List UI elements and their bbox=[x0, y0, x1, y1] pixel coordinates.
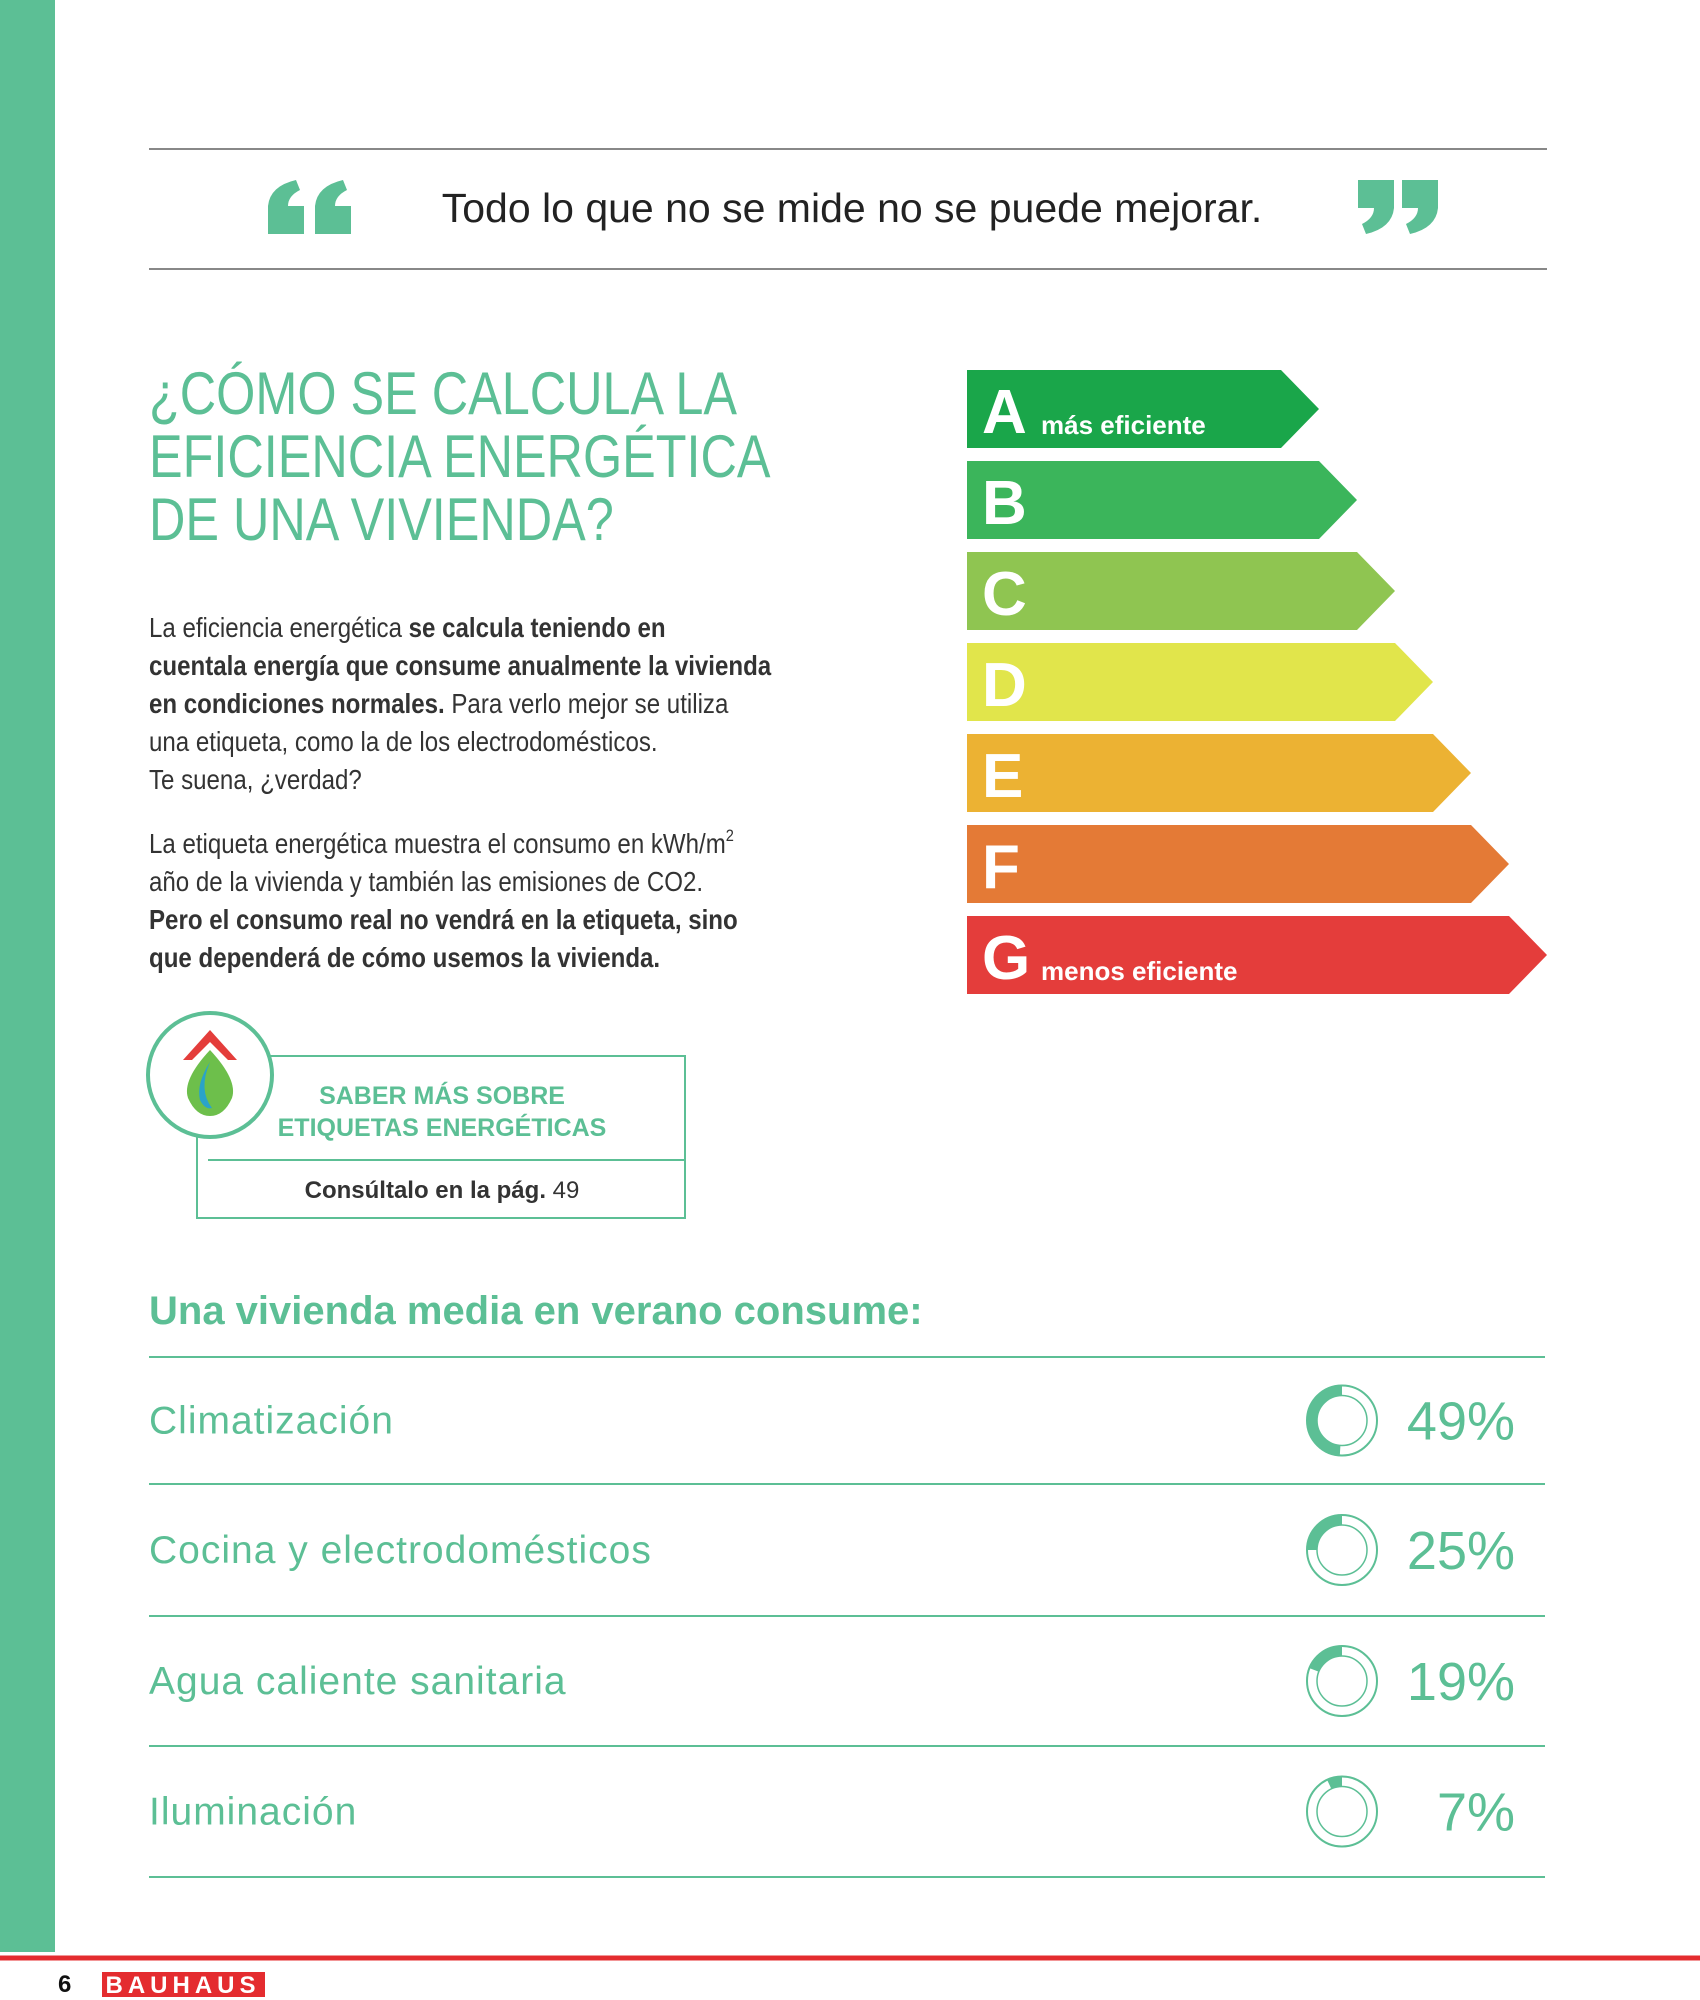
body-line: La etiqueta energética muestra el consum… bbox=[149, 827, 734, 859]
text-run: una etiqueta, como la de los electrodomé… bbox=[149, 725, 658, 757]
donut-arc bbox=[1309, 1646, 1343, 1673]
logo-drop bbox=[186, 1050, 234, 1116]
energy-note: más eficiente bbox=[1041, 410, 1206, 440]
consumption-list: Climatización 49% Cocina y electrodoméstic… bbox=[149, 1356, 1545, 1878]
logo-roof bbox=[183, 1030, 237, 1060]
energy-note: menos eficiente bbox=[1041, 956, 1238, 986]
body-line: Pero el consumo real no vendrá en la eti… bbox=[149, 903, 738, 935]
energy-letter: C bbox=[982, 560, 1027, 629]
energy-bar bbox=[967, 825, 1509, 903]
reference-page: 49 bbox=[553, 1177, 580, 1204]
donut-inner bbox=[1316, 1785, 1368, 1838]
text-run: Te suena, ¿verdad? bbox=[149, 763, 362, 795]
energy-bar bbox=[967, 461, 1357, 539]
text-run: Para verlo mejor se utiliza bbox=[445, 687, 729, 719]
energy-bar bbox=[967, 916, 1547, 994]
text-run: en condiciones normales. bbox=[149, 687, 445, 719]
donut-arc bbox=[1307, 1515, 1343, 1551]
row-value: 49% bbox=[1407, 1392, 1515, 1452]
callout-title: ETIQUETAS ENERGÉTICAS bbox=[278, 1113, 607, 1142]
energy-letter: G bbox=[982, 924, 1030, 993]
heading-line: ¿CÓMO SE CALCULA LA bbox=[149, 360, 737, 427]
reference-text: Consúltalo en la pág. bbox=[305, 1177, 546, 1204]
text-run: año de la vivienda y también las emision… bbox=[149, 865, 703, 897]
section-title: Una vivienda media en verano consume: bbox=[149, 1289, 923, 1333]
body-line: cuentala energía que consume anualmente … bbox=[149, 649, 772, 681]
body-line: La eficiencia energética se calcula teni… bbox=[149, 611, 666, 643]
quote: Todo lo que no se mide no se puede mejor… bbox=[442, 185, 1263, 231]
donut-arc bbox=[1327, 1776, 1343, 1789]
heading-line: DE UNA VIVIENDA? bbox=[149, 486, 614, 553]
energy-bar bbox=[967, 370, 1319, 448]
text-run: Pero el consumo real no vendrá en la eti… bbox=[149, 903, 738, 935]
energy-bar bbox=[967, 734, 1471, 812]
body-line: que dependerá de cómo usemos la vivienda… bbox=[149, 941, 660, 973]
text-run: se calcula teniendo en bbox=[409, 611, 666, 643]
energy-letter: D bbox=[982, 651, 1027, 720]
energy-letter: A bbox=[982, 378, 1027, 447]
page-number: 6 bbox=[58, 1971, 71, 1998]
heading-line: EFICIENCIA ENERGÉTICA bbox=[149, 423, 771, 490]
close-quote-mark bbox=[1358, 180, 1438, 234]
body-line: una etiqueta, como la de los electrodomé… bbox=[149, 725, 658, 757]
open-quote-mark bbox=[268, 180, 351, 234]
energy-bar bbox=[967, 552, 1395, 630]
callout-reference: Consúltalo en la pág. 49 bbox=[305, 1177, 580, 1204]
callout: SABER MÁS SOBRE ETIQUETAS ENERGÉTICAS Co… bbox=[146, 1011, 686, 1219]
donut-inner bbox=[1316, 1655, 1368, 1707]
text-run: La etiqueta energética muestra el consum… bbox=[149, 827, 726, 859]
donut-inner bbox=[1316, 1394, 1368, 1447]
logo-drop-inner bbox=[199, 1062, 212, 1109]
donut-arc bbox=[1307, 1385, 1343, 1456]
body-line: Te suena, ¿verdad? bbox=[149, 763, 362, 795]
brand-logo bbox=[102, 1972, 265, 1997]
body-line: en condiciones normales. Para verlo mejo… bbox=[149, 687, 729, 719]
body-line: año de la vivienda y también las emision… bbox=[149, 865, 703, 897]
row-label: Cocina y electrodomésticos bbox=[149, 1529, 652, 1572]
energy-letter: B bbox=[982, 469, 1027, 538]
text-run: 2 bbox=[726, 827, 734, 845]
row-value: 25% bbox=[1407, 1521, 1515, 1581]
donut-inner bbox=[1316, 1524, 1368, 1576]
text-run: La eficiencia energética bbox=[149, 611, 409, 643]
text-run: cuentala energía que consume anualmente … bbox=[149, 649, 772, 681]
row-label: Climatización bbox=[149, 1400, 394, 1443]
callout-title: SABER MÁS SOBRE bbox=[319, 1081, 565, 1110]
energy-letter: F bbox=[982, 833, 1020, 902]
brand: BAUHAUS bbox=[106, 1972, 261, 1999]
row-value: 7% bbox=[1437, 1783, 1515, 1843]
energy-bar bbox=[967, 643, 1433, 721]
row-label: Agua caliente sanitaria bbox=[149, 1660, 567, 1703]
energy-letter: E bbox=[982, 742, 1023, 811]
text-run: que dependerá de cómo usemos la vivienda… bbox=[149, 941, 660, 973]
side-bar bbox=[0, 0, 55, 1952]
row-value: 19% bbox=[1407, 1652, 1515, 1712]
body-text: La eficiencia energética se calcula teni… bbox=[149, 611, 772, 973]
row-label: Iluminación bbox=[149, 1791, 357, 1834]
